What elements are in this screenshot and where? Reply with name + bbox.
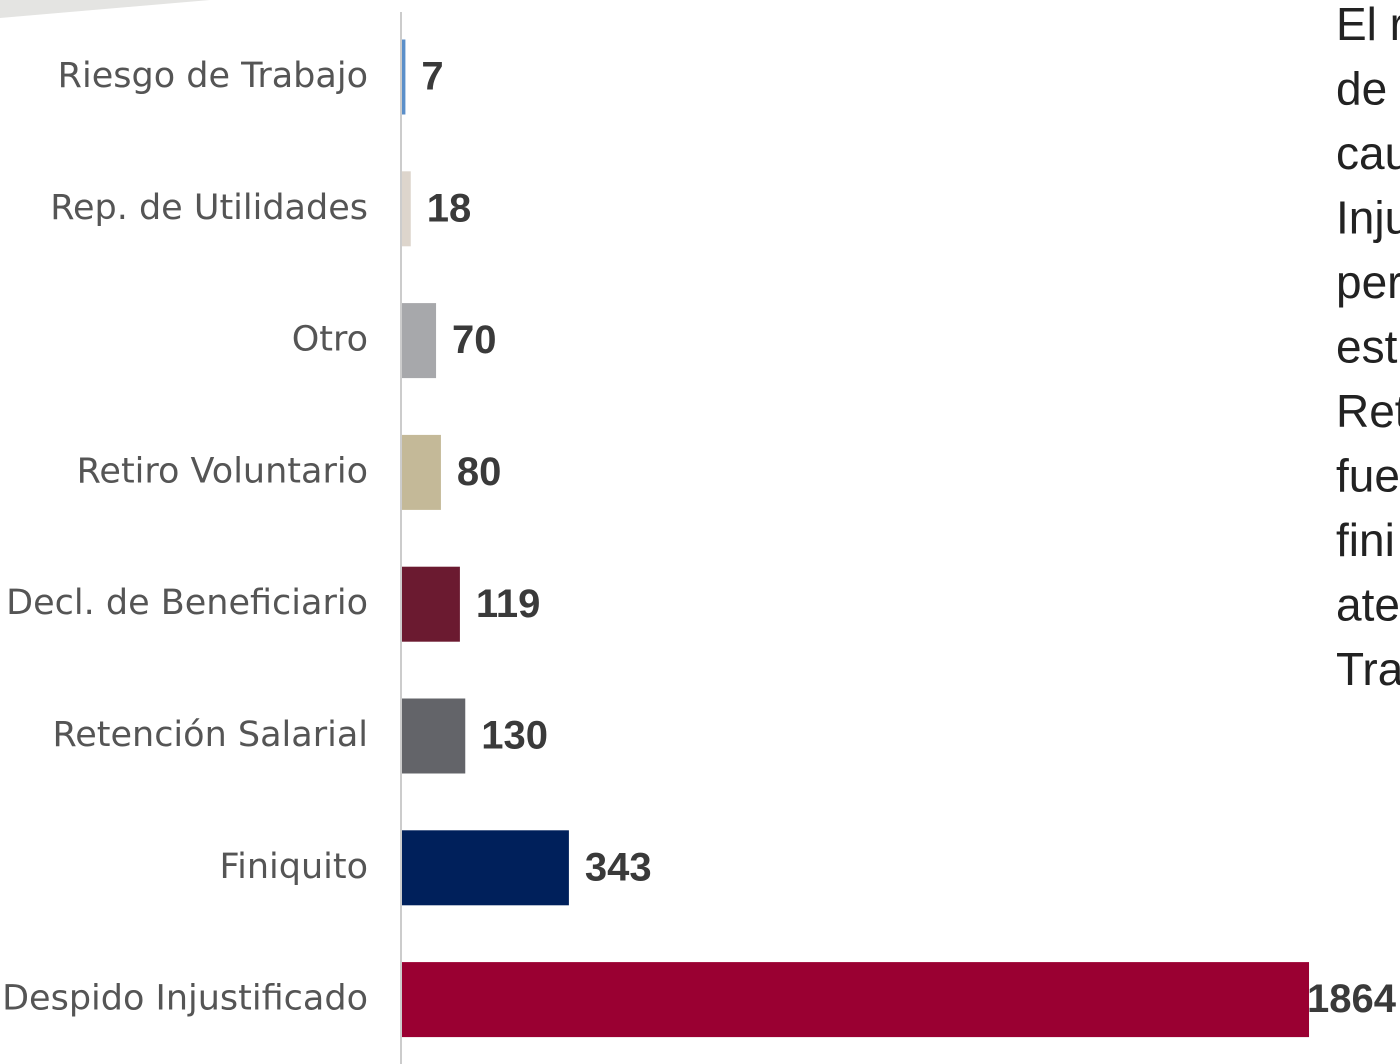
annotation-text: fini <box>1336 514 1395 566</box>
value-label: 130 <box>481 714 548 758</box>
bar <box>402 39 406 115</box>
annotation-text: de <box>1336 63 1387 115</box>
annotation-text: Ret <box>1336 385 1400 437</box>
value-label: 343 <box>585 845 652 889</box>
annotation-text: est <box>1336 321 1398 373</box>
category-label: Despido Injustificado <box>2 979 368 1019</box>
bar <box>402 962 1310 1038</box>
category-label: Finiquito <box>220 847 368 887</box>
bar <box>402 171 411 247</box>
value-label: 7 <box>421 55 443 99</box>
annotation-text: per <box>1336 256 1400 308</box>
bar <box>402 830 569 906</box>
annotation-text: ate <box>1336 579 1400 631</box>
category-label: Rep. de Utilidades <box>50 188 368 228</box>
decoration <box>0 0 210 18</box>
value-label: 80 <box>457 450 502 494</box>
category-label: Riesgo de Trabajo <box>58 56 368 96</box>
annotation-text: fue <box>1336 450 1400 502</box>
annotation-text: cau <box>1336 127 1400 179</box>
category-label: Decl. de Beneficiario <box>6 583 368 623</box>
bar <box>402 698 466 774</box>
bar <box>402 566 460 642</box>
value-label: 70 <box>452 318 497 362</box>
category-label: Retención Salarial <box>52 715 368 755</box>
value-label: 1864 <box>1307 977 1397 1021</box>
category-label: Retiro Voluntario <box>77 451 368 491</box>
bar <box>402 434 441 510</box>
value-label: 119 <box>476 582 541 626</box>
annotation-text: Inju <box>1336 192 1400 244</box>
category-label: Otro <box>292 320 368 360</box>
annotation-text: Tra <box>1336 643 1400 695</box>
value-label: 18 <box>427 186 472 230</box>
bar <box>402 303 437 379</box>
annotation-text: El r <box>1336 0 1400 50</box>
